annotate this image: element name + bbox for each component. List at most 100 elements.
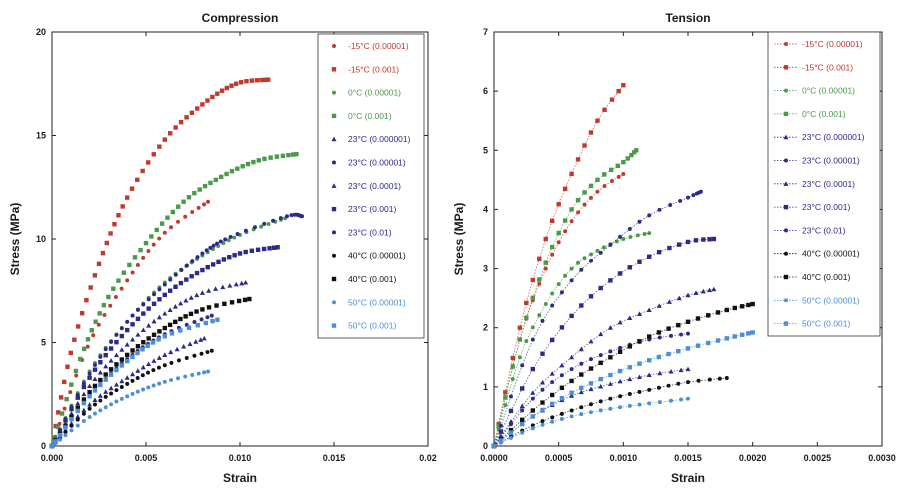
data-point [98, 377, 103, 383]
legend-entry: 0°C (0.001) [348, 111, 392, 121]
data-point [183, 374, 188, 379]
data-point [97, 311, 102, 316]
data-point [647, 334, 652, 339]
data-point [569, 408, 574, 413]
data-point [685, 239, 691, 245]
series-line [493, 377, 727, 447]
legend-marker [783, 204, 789, 210]
series-line [493, 84, 624, 447]
data-point [510, 364, 515, 369]
data-point [135, 307, 140, 312]
data-point [520, 430, 525, 435]
data-point [199, 317, 204, 322]
data-point [685, 292, 691, 298]
data-point [119, 347, 125, 352]
legend-entry: 0°C (0.00001) [348, 88, 401, 98]
data-point [197, 187, 202, 192]
data-point [274, 154, 280, 159]
x-tick-label: 0.0015 [674, 453, 702, 463]
data-point [589, 402, 593, 407]
series-12 [491, 330, 755, 449]
data-point [508, 430, 514, 435]
data-point [184, 263, 189, 268]
data-point [562, 186, 568, 192]
data-point [97, 369, 103, 375]
data-point [146, 323, 152, 328]
data-point [576, 210, 581, 215]
series-7 [491, 236, 717, 449]
data-point [517, 337, 523, 342]
data-point [508, 427, 514, 433]
data-point [140, 168, 145, 174]
data-point [657, 370, 663, 376]
data-point [686, 380, 690, 385]
data-point [272, 245, 277, 250]
data-point [222, 301, 227, 307]
data-point [188, 295, 194, 300]
data-point [598, 360, 603, 366]
data-point [125, 381, 130, 386]
data-point [550, 218, 555, 223]
data-point [141, 387, 145, 392]
data-point [135, 316, 141, 322]
data-point [530, 390, 536, 395]
data-point [539, 379, 546, 385]
data-point [598, 331, 604, 337]
data-point [80, 311, 85, 316]
data-point [589, 195, 593, 200]
data-point [608, 355, 613, 360]
data-point [278, 216, 283, 221]
legend-entry: 23°C (0.0001) [802, 179, 855, 189]
data-point [618, 394, 623, 399]
data-point [119, 396, 124, 401]
data-point [530, 325, 535, 330]
data-point [151, 301, 157, 307]
data-point [636, 311, 643, 316]
legend-marker [783, 111, 789, 117]
data-point [146, 370, 151, 375]
y-axis-label: Stress (MPa) [452, 203, 466, 276]
data-point [173, 125, 178, 130]
legend-entry: 40°C (0.00001) [802, 249, 860, 259]
data-point [595, 177, 600, 183]
x-tick-label: 0.000 [41, 453, 64, 463]
data-point [563, 229, 568, 234]
data-point [81, 411, 86, 416]
data-point [576, 260, 581, 265]
data-point [657, 400, 662, 405]
data-point [200, 251, 205, 256]
data-point [266, 222, 271, 227]
data-point [219, 88, 225, 93]
data-point [151, 368, 156, 373]
data-point [201, 335, 207, 341]
data-point [103, 372, 108, 377]
data-point [595, 118, 600, 123]
legend-entry: -15°C (0.00001) [348, 41, 409, 51]
data-point [193, 339, 199, 344]
data-point [519, 421, 525, 427]
data-point [530, 277, 535, 283]
data-point [598, 353, 603, 358]
data-point [242, 297, 248, 303]
data-point [746, 331, 751, 336]
data-point [637, 402, 642, 407]
data-point [519, 403, 525, 409]
data-point [637, 219, 642, 224]
series-3 [49, 151, 299, 449]
data-point [510, 355, 515, 361]
data-point [135, 332, 141, 337]
data-point [262, 156, 267, 162]
data-point [637, 361, 642, 366]
legend-marker [331, 113, 337, 119]
data-point [608, 406, 613, 411]
legend-marker [784, 251, 788, 256]
data-point [127, 262, 132, 268]
data-point [92, 273, 98, 278]
data-point [198, 337, 204, 342]
data-point [69, 417, 74, 422]
data-point [520, 363, 525, 368]
data-point [668, 203, 673, 207]
data-point [168, 277, 173, 282]
data-point [233, 281, 239, 287]
data-point [254, 78, 260, 83]
